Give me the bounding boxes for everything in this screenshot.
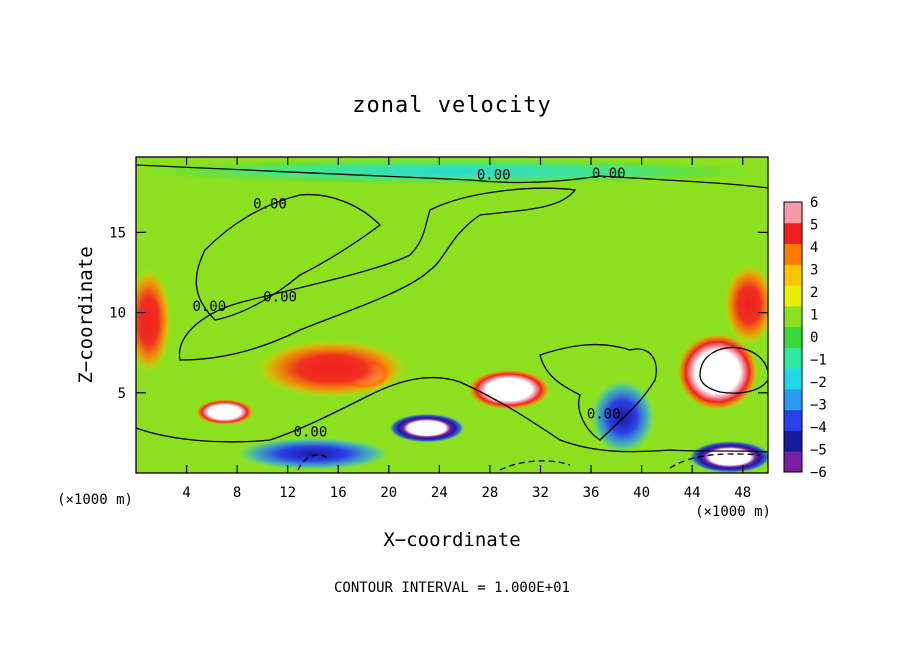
contour-label-5: 0.00: [192, 299, 226, 315]
colorbar-tick-label: 1: [810, 308, 818, 324]
contour-label-3: 0.00: [592, 166, 626, 182]
contour-label-2: 0.00: [477, 168, 511, 184]
velocity-feature-1: [676, 333, 758, 411]
colorbar-swatch: [784, 264, 802, 286]
zero-contour-lower: [136, 376, 768, 453]
positive-contour-core: [699, 346, 768, 394]
velocity-feature-8: [388, 413, 465, 443]
x-tick-label: 8: [233, 485, 241, 501]
colorbar-swatch: [784, 347, 802, 369]
chart-title: zonal velocity: [352, 93, 551, 118]
colorbar-swatch: [784, 430, 802, 452]
x-tick-label: 4: [182, 485, 190, 501]
y-axis-label: Z−coordinate: [75, 246, 97, 383]
colorbar: 6 5 4 3 2 1 0 −1 −2 −3 −4 −5 −6: [783, 195, 827, 481]
y-tick-label: 15: [109, 225, 126, 241]
velocity-feature-10: [591, 380, 655, 453]
x-tick-label: 48: [734, 485, 751, 501]
velocity-feature-6: [136, 268, 171, 373]
velocity-feature-11: [237, 437, 389, 470]
contour-lines: [136, 164, 768, 471]
colorbar-tick-label: −6: [810, 465, 827, 481]
colorbar-tick-label: 0: [810, 330, 818, 346]
zero-contour-central: [178, 187, 577, 361]
contour-label-6: 0.00: [294, 424, 328, 440]
velocity-feature-5: [256, 339, 408, 398]
x-tick-label: 28: [481, 485, 498, 501]
colorbar-swatch: [784, 409, 802, 431]
contour-label-7: 0.00: [587, 407, 621, 423]
colorbar-tick-label: 3: [810, 263, 818, 279]
negative-contour-bottom-left: [297, 454, 331, 471]
y-axis: 5 10 15: [109, 225, 768, 402]
velocity-feature-12: [136, 158, 768, 185]
colorbar-tick-label: −4: [810, 420, 827, 436]
velocity-feature-2: [467, 369, 550, 410]
contour-label-1: 0.00: [253, 197, 287, 213]
colorbar-swatch: [784, 388, 802, 411]
velocity-feature-7: [723, 264, 768, 345]
plot-frame: [135, 156, 769, 474]
colorbar-tick-label: −3: [810, 398, 827, 414]
heatmap-field: 0.00 0.00 0.00 0.00 0.00 0.00 0.00: [136, 157, 768, 473]
x-tick-label: 24: [431, 485, 448, 501]
colorbar-frame: [783, 201, 803, 473]
zero-contour-east: [539, 343, 657, 441]
x-tick-label: 12: [279, 485, 296, 501]
colorbar-swatch: [784, 222, 802, 245]
contour-interval-note: CONTOUR INTERVAL = 1.000E+01: [334, 580, 570, 596]
contour-label-4: 0.00: [263, 290, 297, 306]
x-tick-label: 20: [380, 485, 397, 501]
x-axis-label: X−coordinate: [383, 529, 520, 551]
colorbar-tick-label: 6: [810, 195, 818, 211]
x-axis: 4 8 12 16 20 24 28 32 36 40 44 48: [182, 157, 751, 501]
colorbar-swatch: [784, 305, 802, 328]
colorbar-tick-label: −1: [810, 353, 827, 369]
x-tick-label: 40: [633, 485, 650, 501]
y-tick-label: 10: [109, 306, 126, 322]
velocity-feature-4: [195, 399, 254, 425]
x-tick-label: 44: [684, 485, 701, 501]
colorbar-swatch: [784, 368, 802, 390]
colorbar-swatch: [784, 243, 802, 265]
colorbar-tick-label: −5: [810, 443, 827, 459]
x-unit-right: (×1000 m): [695, 504, 771, 520]
colorbar-swatch: [784, 202, 802, 224]
colorbar-tick-label: 2: [810, 285, 818, 301]
x-tick-label: 36: [583, 485, 600, 501]
colorbar-tick-label: −2: [810, 375, 827, 391]
colorbar-tick-label: 4: [810, 240, 818, 256]
velocity-feature-9: [689, 440, 768, 473]
negative-contour-bottom: [499, 460, 571, 471]
x-tick-label: 16: [330, 485, 347, 501]
zero-contour-upper: [136, 164, 768, 189]
y-tick-label: 5: [118, 386, 126, 402]
negative-contour-bottom-right: [669, 453, 761, 469]
colorbar-swatch: [784, 326, 802, 348]
colorbar-swatch: [784, 285, 802, 307]
colorbar-swatch: [784, 451, 802, 473]
x-unit-left: (×1000 m): [57, 492, 133, 508]
x-tick-label: 32: [532, 485, 549, 501]
colorbar-tick-label: 5: [810, 218, 818, 234]
